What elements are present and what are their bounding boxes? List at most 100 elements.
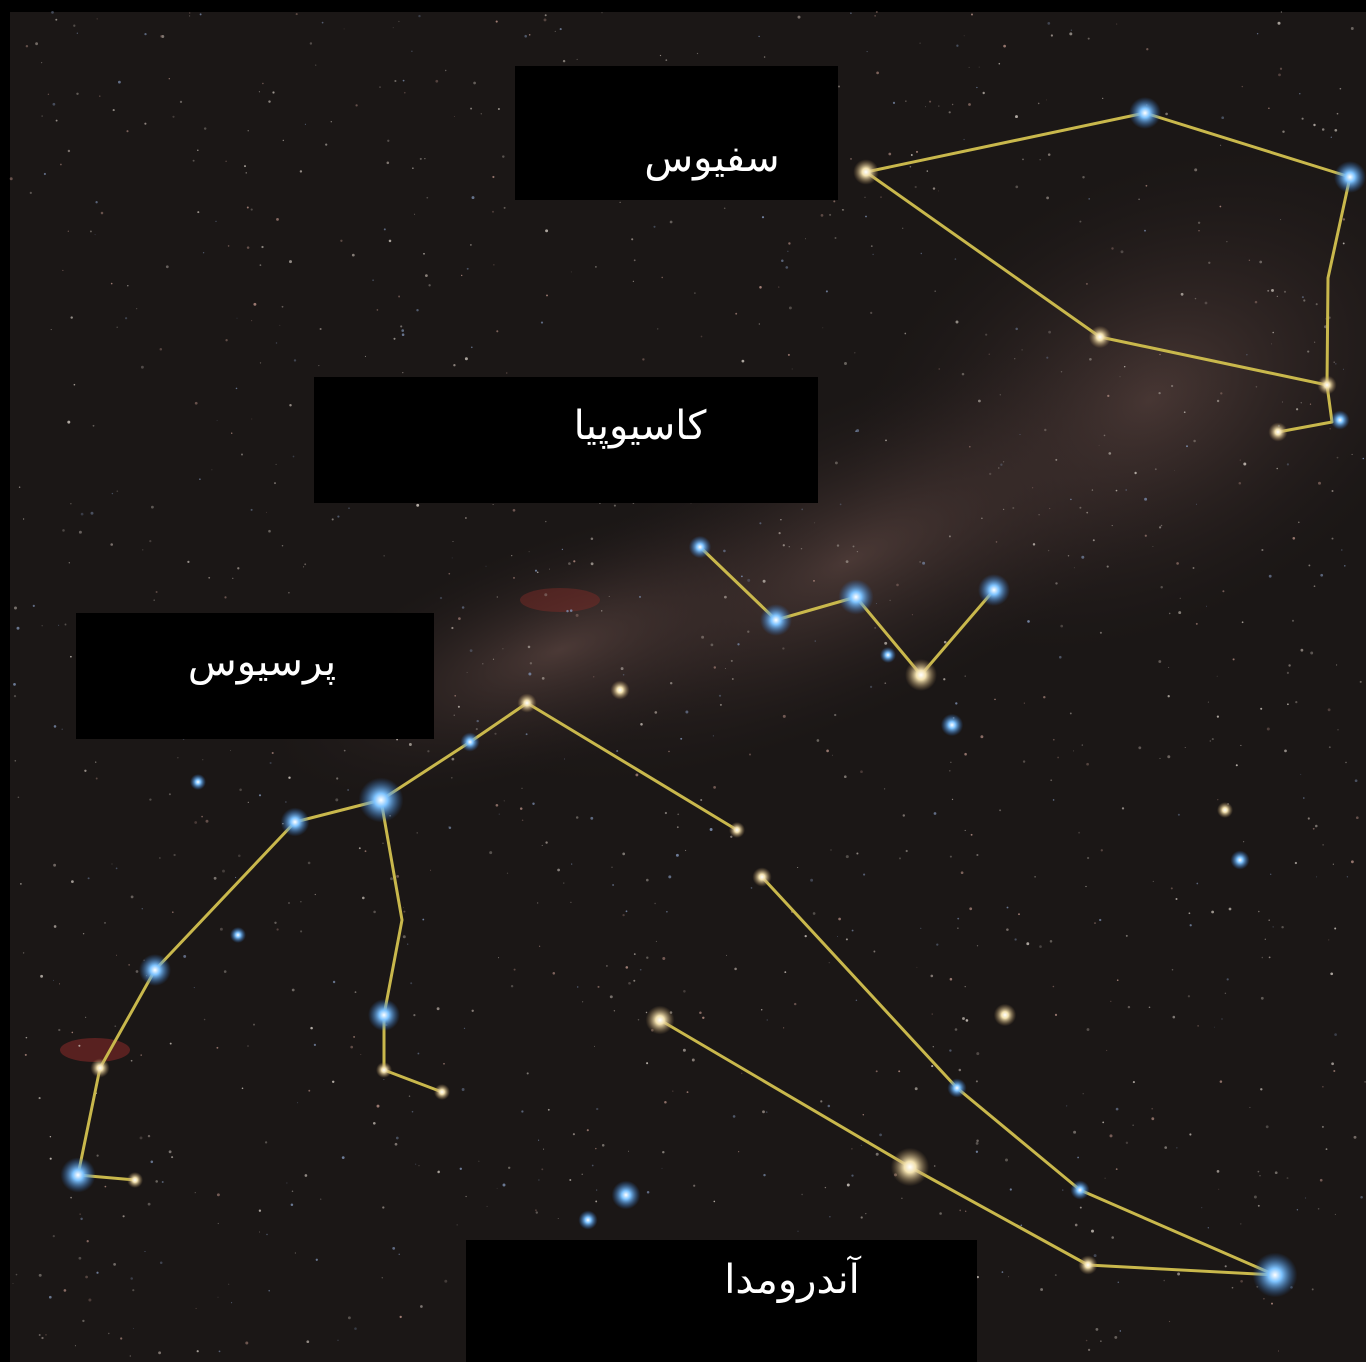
label-box — [314, 377, 818, 503]
faint-star — [1227, 978, 1229, 980]
faint-star — [1085, 886, 1086, 887]
label-box — [466, 1240, 977, 1362]
star — [905, 659, 937, 691]
faint-star — [965, 830, 966, 831]
faint-star — [260, 264, 262, 266]
faint-star — [288, 902, 289, 903]
faint-star — [801, 548, 802, 549]
faint-star — [1246, 354, 1247, 355]
faint-star — [217, 420, 218, 421]
faint-star — [1133, 1125, 1134, 1126]
faint-star — [1316, 876, 1317, 877]
faint-star — [1333, 864, 1334, 865]
faint-star — [300, 901, 301, 902]
faint-star — [654, 903, 655, 904]
star — [127, 1172, 143, 1188]
faint-star — [1003, 45, 1006, 48]
faint-star — [1292, 620, 1294, 622]
faint-star — [1255, 301, 1258, 304]
faint-star — [1334, 362, 1335, 363]
faint-star — [694, 292, 695, 293]
faint-star — [180, 101, 182, 103]
faint-star — [300, 930, 302, 932]
faint-star — [241, 453, 243, 455]
faint-star — [1363, 458, 1365, 460]
faint-star — [601, 12, 602, 13]
faint-star — [85, 1017, 86, 1018]
faint-star — [291, 1204, 294, 1207]
faint-star — [1239, 482, 1242, 485]
faint-star — [779, 532, 781, 534]
faint-star — [1194, 168, 1197, 171]
faint-star — [409, 743, 412, 746]
faint-star — [876, 1153, 879, 1156]
faint-star — [428, 284, 430, 286]
faint-star — [141, 366, 144, 369]
faint-star — [1340, 88, 1342, 90]
faint-star — [1040, 1288, 1043, 1291]
faint-star — [1146, 48, 1148, 50]
faint-star — [453, 364, 455, 366]
faint-star — [1263, 1298, 1265, 1300]
faint-star — [187, 561, 189, 563]
faint-star — [798, 16, 801, 19]
faint-star — [1173, 1016, 1176, 1019]
faint-star — [976, 1140, 979, 1143]
faint-star — [1178, 611, 1181, 614]
faint-star — [384, 228, 386, 230]
faint-star — [626, 910, 628, 912]
faint-star — [871, 245, 873, 247]
faint-star — [1059, 656, 1062, 659]
faint-star — [40, 975, 43, 978]
faint-star — [856, 429, 859, 432]
faint-star — [801, 1194, 802, 1195]
faint-star — [741, 576, 743, 578]
faint-star — [71, 316, 73, 318]
faint-star — [355, 991, 357, 993]
faint-star — [1069, 32, 1072, 35]
faint-star — [235, 877, 236, 878]
faint-star — [563, 60, 565, 62]
faint-star — [1265, 939, 1266, 940]
faint-star — [91, 512, 94, 515]
faint-star — [1360, 681, 1362, 683]
faint-star — [348, 508, 349, 509]
faint-star — [955, 1028, 958, 1031]
faint-star — [944, 641, 947, 644]
faint-star — [396, 1137, 399, 1140]
faint-star — [360, 1054, 361, 1055]
star — [1268, 422, 1287, 441]
faint-star — [1240, 745, 1241, 746]
faint-star — [965, 675, 966, 676]
faint-star — [1334, 928, 1336, 930]
faint-star — [502, 648, 503, 649]
faint-star — [130, 1355, 131, 1356]
faint-star — [169, 1150, 172, 1153]
faint-star — [476, 720, 478, 722]
faint-star — [672, 1090, 673, 1091]
faint-star — [861, 1216, 863, 1218]
faint-star — [628, 982, 631, 985]
star — [1089, 326, 1111, 348]
faint-star — [340, 240, 342, 242]
faint-star — [144, 33, 146, 35]
faint-star — [331, 121, 332, 122]
faint-star — [541, 322, 543, 324]
faint-star — [569, 1179, 571, 1181]
faint-star — [80, 1218, 82, 1220]
faint-star — [1159, 354, 1160, 355]
faint-star — [545, 841, 547, 843]
faint-star — [1151, 1117, 1154, 1120]
faint-star — [867, 51, 868, 52]
faint-star — [126, 130, 128, 132]
faint-star — [563, 883, 564, 884]
faint-star — [734, 968, 737, 971]
faint-star — [452, 557, 453, 558]
faint-star — [332, 518, 334, 520]
faint-star — [110, 543, 113, 546]
faint-star — [116, 955, 117, 956]
faint-star — [781, 259, 784, 262]
faint-star — [1099, 919, 1101, 921]
faint-star — [1014, 938, 1016, 940]
faint-star — [58, 1029, 60, 1031]
